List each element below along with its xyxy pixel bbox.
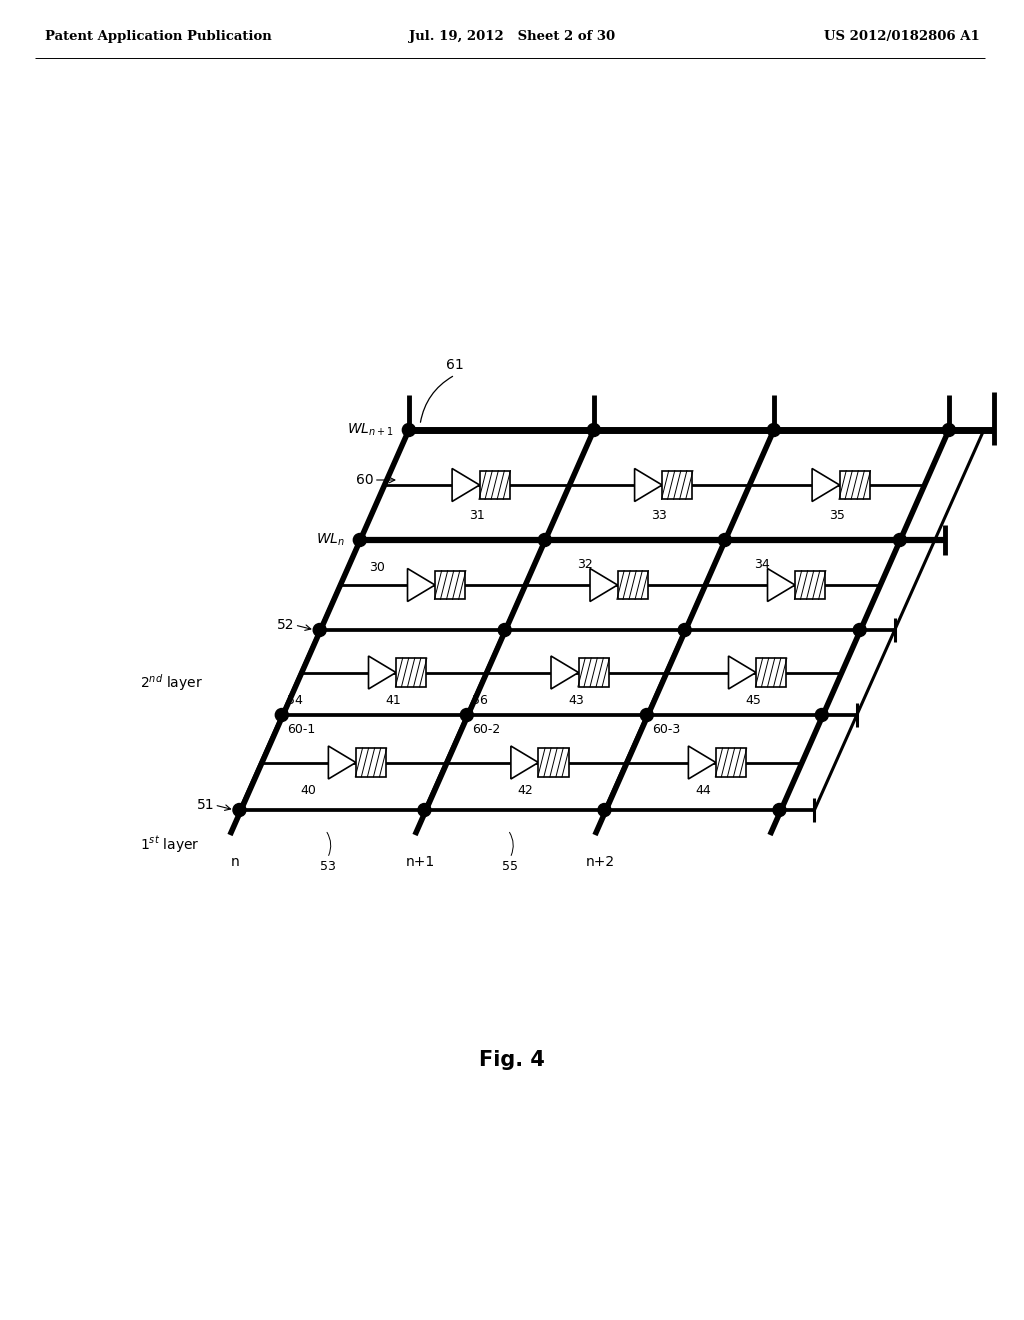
Text: 41: 41 [385,694,401,708]
Text: $WL_{n+1}$: $WL_{n+1}$ [347,422,394,438]
Bar [756,659,786,686]
Circle shape [640,709,653,722]
Text: 52: 52 [278,618,295,632]
Circle shape [275,709,289,722]
Polygon shape [511,746,539,779]
Text: Fig. 4: Fig. 4 [479,1049,545,1071]
Circle shape [773,804,786,817]
Text: 60-3: 60-3 [652,723,680,737]
Polygon shape [452,469,479,502]
Text: 45: 45 [745,694,761,708]
Bar [617,570,648,599]
Circle shape [893,533,906,546]
Circle shape [499,623,511,636]
Bar [795,570,825,599]
Text: Patent Application Publication: Patent Application Publication [45,30,271,44]
Text: 60: 60 [356,473,374,487]
Text: 32: 32 [577,558,593,572]
Text: 43: 43 [568,694,584,708]
Polygon shape [590,569,617,602]
Text: 31: 31 [469,508,484,521]
Text: US 2012/0182806 A1: US 2012/0182806 A1 [824,30,980,44]
Bar [435,570,465,599]
Circle shape [232,804,246,817]
Polygon shape [369,656,396,689]
Bar [716,748,746,777]
Bar [663,471,692,499]
Circle shape [353,533,367,546]
Polygon shape [768,569,795,602]
Polygon shape [728,656,756,689]
Circle shape [853,623,866,636]
Bar [356,748,386,777]
Text: 53: 53 [319,861,336,873]
Text: 60-2: 60-2 [472,723,500,737]
Text: 60-1: 60-1 [287,723,315,737]
Bar [479,471,510,499]
Text: 51: 51 [197,799,214,812]
Bar [396,659,426,686]
Circle shape [588,424,600,437]
Circle shape [942,424,955,437]
Text: 44: 44 [695,784,711,797]
Text: $2^{nd}$ layer: $2^{nd}$ layer [140,672,203,693]
Circle shape [678,623,691,636]
Circle shape [539,533,551,546]
Circle shape [418,804,431,817]
Bar [840,471,869,499]
Polygon shape [551,656,579,689]
Text: n: n [230,855,240,869]
Text: $WL_n$: $WL_n$ [315,532,345,548]
Circle shape [313,623,327,636]
Circle shape [461,709,473,722]
Polygon shape [408,569,435,602]
Circle shape [402,424,416,437]
Polygon shape [688,746,716,779]
Text: 55: 55 [502,861,518,873]
Text: 54: 54 [287,694,303,708]
Circle shape [815,709,828,722]
Text: 34: 34 [755,558,770,572]
Polygon shape [812,469,840,502]
Circle shape [598,804,611,817]
Bar [579,659,608,686]
Text: 56: 56 [472,694,487,708]
Text: 42: 42 [518,784,534,797]
Text: 40: 40 [300,784,316,797]
Text: $1^{st}$ layer: $1^{st}$ layer [140,834,200,855]
Text: 30: 30 [370,561,385,573]
Text: 61: 61 [446,358,464,372]
Text: Jul. 19, 2012   Sheet 2 of 30: Jul. 19, 2012 Sheet 2 of 30 [409,30,615,44]
Text: 33: 33 [651,508,668,521]
Circle shape [767,424,780,437]
Text: n+1: n+1 [406,855,434,869]
Circle shape [718,533,731,546]
Text: 35: 35 [828,508,845,521]
Polygon shape [635,469,663,502]
Text: n+2: n+2 [586,855,614,869]
Bar [539,748,568,777]
Polygon shape [329,746,356,779]
